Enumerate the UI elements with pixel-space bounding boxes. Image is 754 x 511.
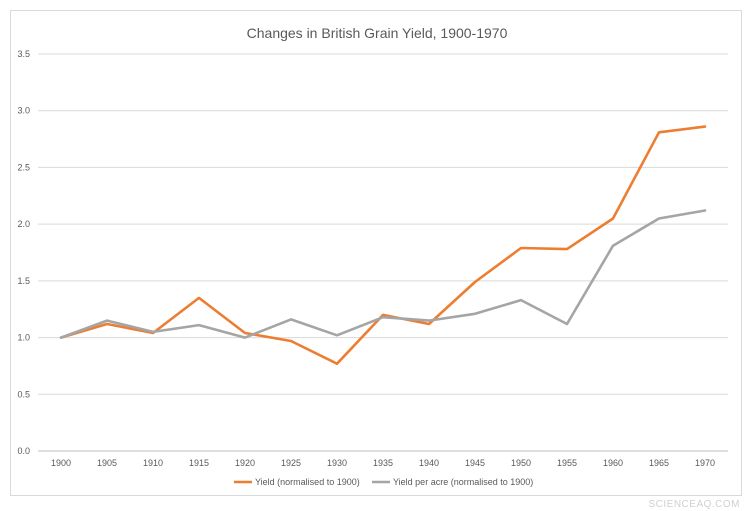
x-tick-label: 1960 — [603, 458, 623, 468]
series-lines — [59, 125, 707, 366]
x-axis-ticks: 1900 1905 1910 1915 1920 1925 1930 1935 1940 1945… — [51, 458, 715, 468]
x-tick-label: 1970 — [695, 458, 715, 468]
y-tick-label: 1.5 — [17, 276, 30, 286]
watermark-text: SCIENCEAQ.COM — [648, 499, 740, 510]
x-tick-label: 1920 — [235, 458, 255, 468]
legend: Yield (normalised to 1900) Yield per acre… — [234, 477, 533, 487]
x-tick-label: 1940 — [419, 458, 439, 468]
x-tick-label: 1915 — [189, 458, 209, 468]
x-tick-label: 1910 — [143, 458, 163, 468]
x-tick-label: 1950 — [511, 458, 531, 468]
x-tick-label: 1965 — [649, 458, 669, 468]
y-tick-label: 1.0 — [17, 333, 30, 343]
y-tick-label: 0.5 — [17, 389, 30, 399]
series-line-2 — [59, 209, 707, 339]
legend-label-1: Yield (normalised to 1900) — [255, 477, 360, 487]
x-tick-label: 1945 — [465, 458, 485, 468]
y-tick-label: 2.0 — [17, 219, 30, 229]
legend-label-2: Yield per acre (normalised to 1900) — [393, 477, 533, 487]
x-tick-label: 1925 — [281, 458, 301, 468]
x-tick-label: 1935 — [373, 458, 393, 468]
y-tick-label: 3.0 — [17, 106, 30, 116]
y-tick-label: 0.0 — [17, 446, 30, 456]
x-tick-label: 1905 — [97, 458, 117, 468]
chart-title: Changes in British Grain Yield, 1900-197… — [247, 25, 508, 41]
series-line-1 — [59, 125, 707, 366]
x-tick-label: 1900 — [51, 458, 71, 468]
x-tick-label: 1930 — [327, 458, 347, 468]
y-tick-label: 2.5 — [17, 162, 30, 172]
y-tick-label: 3.5 — [17, 49, 30, 59]
chart-frame — [10, 10, 742, 496]
gridlines — [38, 53, 728, 452]
y-axis-ticks: 0.0 0.5 1.0 1.5 2.0 2.5 3.0 3.5 — [17, 49, 30, 456]
x-tick-label: 1955 — [557, 458, 577, 468]
